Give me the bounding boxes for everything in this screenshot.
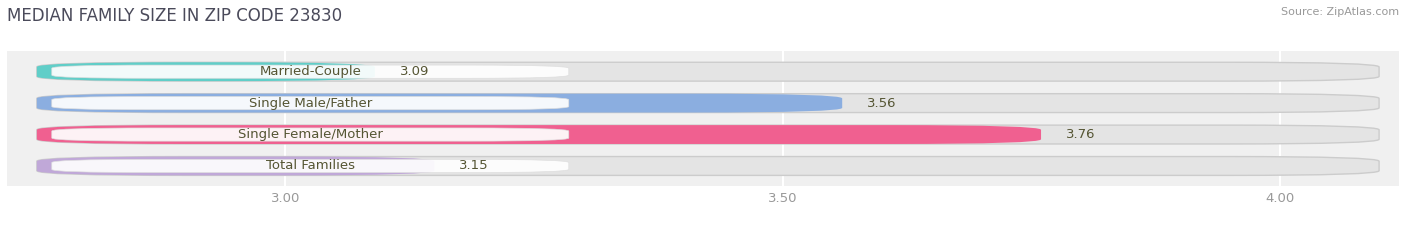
FancyBboxPatch shape (37, 94, 1379, 113)
FancyBboxPatch shape (37, 94, 842, 113)
Text: Source: ZipAtlas.com: Source: ZipAtlas.com (1281, 7, 1399, 17)
Text: Married-Couple: Married-Couple (259, 65, 361, 78)
FancyBboxPatch shape (37, 62, 1379, 81)
Text: Single Female/Mother: Single Female/Mother (238, 128, 382, 141)
Text: Total Families: Total Families (266, 159, 354, 172)
Text: Single Male/Father: Single Male/Father (249, 97, 373, 110)
FancyBboxPatch shape (52, 159, 569, 173)
Text: 3.76: 3.76 (1066, 128, 1095, 141)
FancyBboxPatch shape (37, 157, 1379, 175)
Text: MEDIAN FAMILY SIZE IN ZIP CODE 23830: MEDIAN FAMILY SIZE IN ZIP CODE 23830 (7, 7, 342, 25)
FancyBboxPatch shape (37, 125, 1040, 144)
FancyBboxPatch shape (37, 125, 1379, 144)
Text: 3.15: 3.15 (460, 159, 489, 172)
FancyBboxPatch shape (52, 128, 569, 141)
FancyBboxPatch shape (37, 62, 375, 81)
FancyBboxPatch shape (52, 96, 569, 110)
Text: 3.09: 3.09 (399, 65, 429, 78)
Text: 3.56: 3.56 (868, 97, 897, 110)
FancyBboxPatch shape (37, 157, 434, 175)
FancyBboxPatch shape (52, 65, 569, 78)
